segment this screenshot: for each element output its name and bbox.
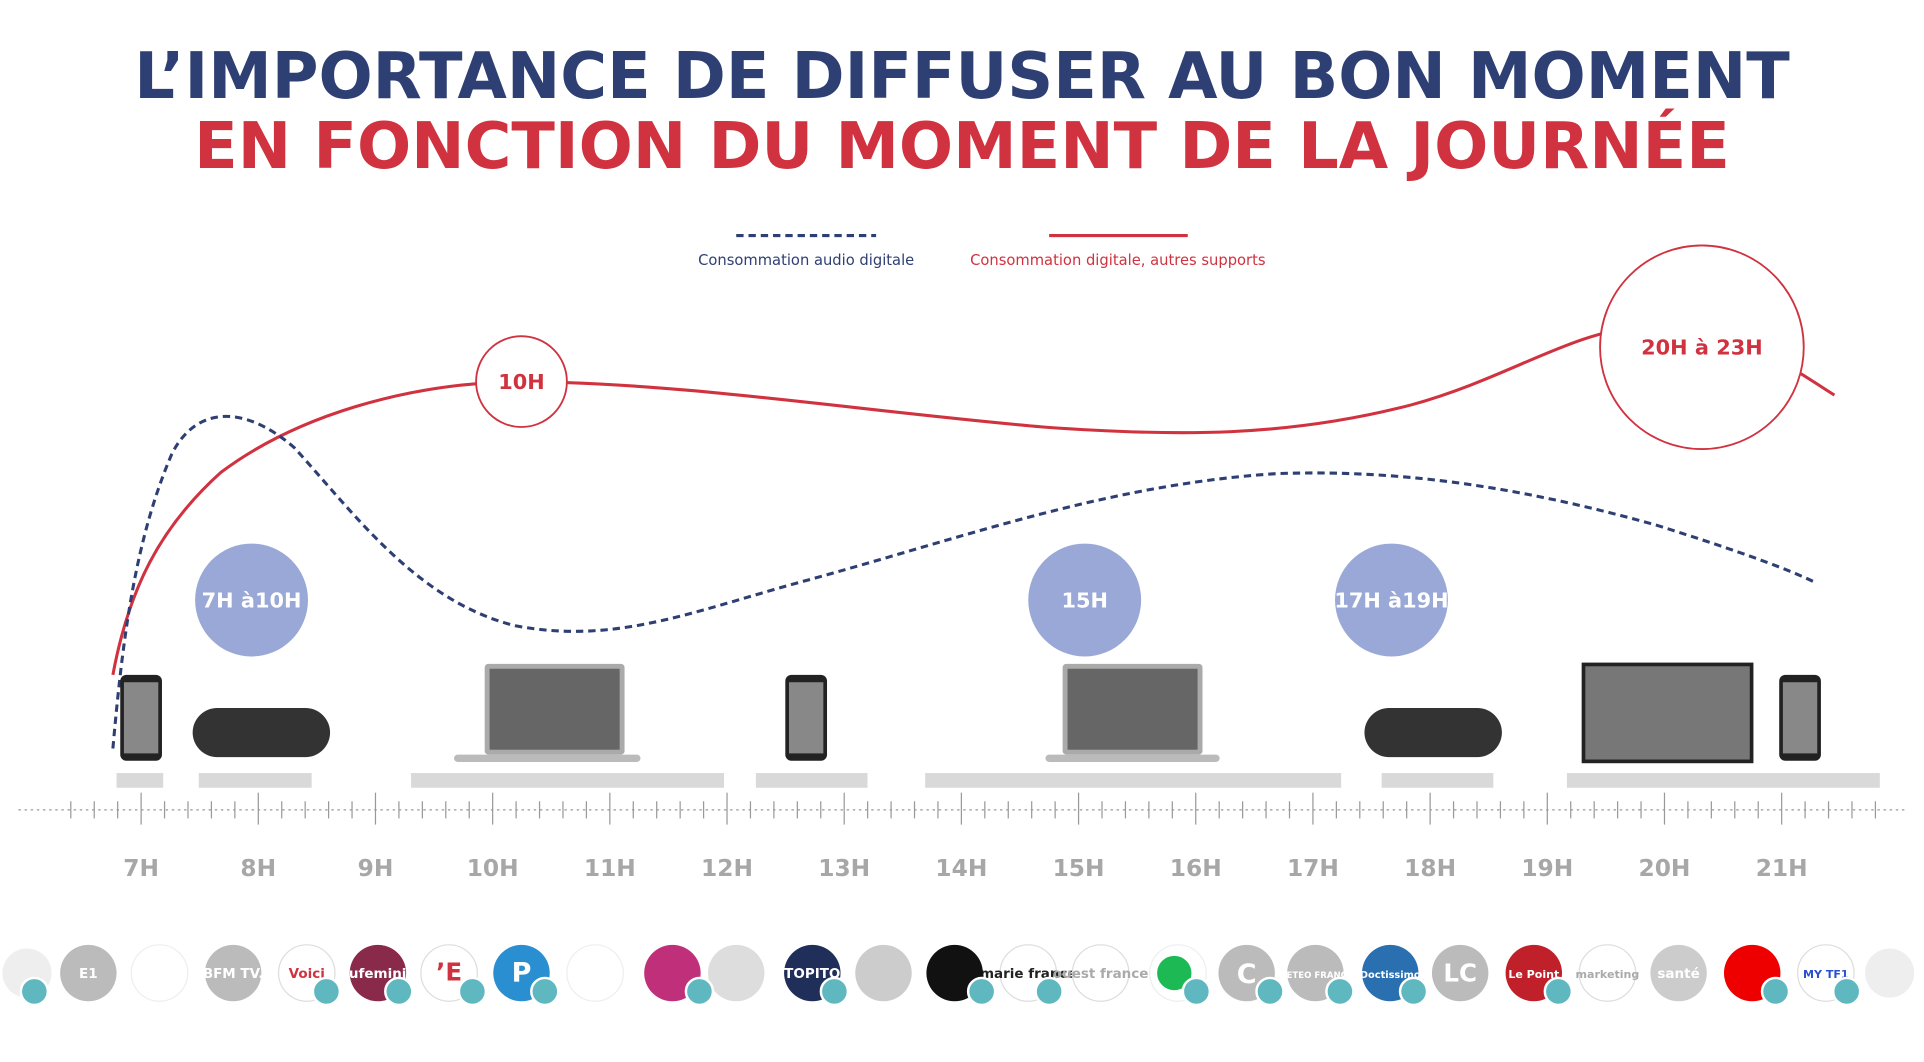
title-line1: L’IMPORTANCE DE DIFFUSER AU BON MOMENT: [134, 40, 1790, 114]
hour-label: 15H: [1053, 855, 1105, 882]
bubble-label: 10H: [498, 370, 544, 394]
hour-label: 14H: [935, 855, 987, 882]
bubble-label: 7H à10H: [202, 588, 302, 612]
logos: E1 BFM TV. Voici aufeminin ’E P TOPITO m…: [2, 944, 1915, 1007]
hour-label: 18H: [1404, 855, 1456, 882]
bubble: [1335, 543, 1448, 657]
logo-label: santé: [1657, 966, 1699, 982]
hour-label: 17H: [1287, 855, 1339, 882]
bubble: [1028, 543, 1142, 657]
title-line2: EN FONCTION DU MOMENT DE LA JOURNÉE: [194, 108, 1730, 184]
hour-label: 20H: [1639, 855, 1691, 882]
hour-label: 21H: [1756, 855, 1808, 882]
logo-label: Le Point: [1508, 968, 1560, 981]
bubble-label: 17H à19H: [1334, 588, 1448, 612]
bubble: [195, 543, 308, 657]
legend-other: Consommation digitale, autres supports: [970, 252, 1265, 269]
hour-label: 19H: [1521, 855, 1573, 882]
logo-label: Doctissimo: [1360, 970, 1421, 981]
bubble-label: 20H à 23H: [1641, 336, 1762, 360]
devices: [116, 662, 1880, 788]
logo-label: E1: [79, 966, 98, 982]
curve-audio: [111, 414, 1817, 749]
logo-label: ’E: [436, 957, 462, 986]
hour-label: 8H: [240, 855, 276, 882]
hour-label: 16H: [1170, 855, 1222, 882]
curve-other: [111, 324, 1836, 676]
logo-label: LC: [1443, 959, 1477, 988]
logo-label: C: [1237, 959, 1257, 990]
hour-label: 11H: [584, 855, 636, 882]
hour-label: 9H: [358, 855, 394, 882]
hour-label: 7H: [123, 855, 159, 882]
logo-label: P: [512, 958, 532, 989]
logo-label: METEO FRANCE: [1278, 971, 1353, 981]
logo-label: ouest france: [1053, 966, 1149, 982]
logo-label: marketing: [1576, 968, 1640, 981]
logo-label: Voici: [289, 966, 325, 982]
hour-label: 10H: [467, 855, 519, 882]
bubble-label: 15H: [1061, 588, 1107, 612]
hour-label: 12H: [701, 855, 753, 882]
legend-audio: Consommation audio digitale: [698, 252, 914, 269]
hour-label: 13H: [818, 855, 870, 882]
logo-label: TOPITO: [784, 966, 840, 982]
axis: 7H 8H 9H 10H 11H 12H 13H 14H 15H 16H 17H 18H 19H 20H 2…: [18, 792, 1906, 882]
logo-label: MY TF1: [1803, 968, 1849, 981]
bubble: [1599, 244, 1805, 451]
bubble: [475, 335, 568, 428]
logo-label: BFM TV.: [203, 966, 264, 982]
